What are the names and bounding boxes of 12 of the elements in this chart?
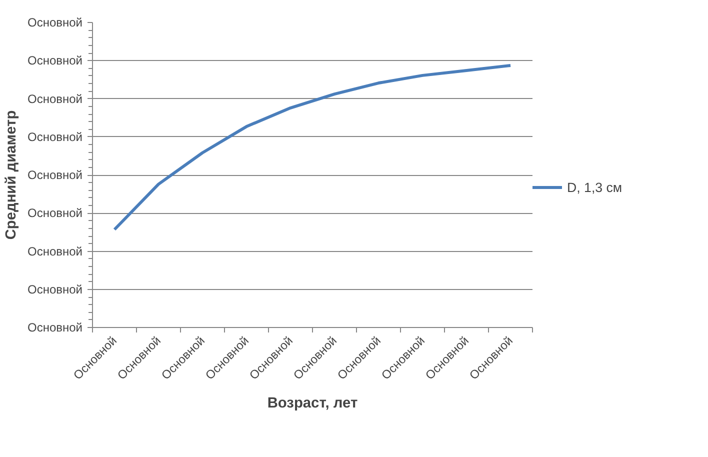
y-axis-title: Средний диаметр bbox=[3, 110, 20, 240]
x-axis-title: Возраст, лет bbox=[267, 395, 358, 412]
text: Основной bbox=[27, 92, 82, 106]
text: Основной bbox=[27, 54, 82, 68]
text: Основной bbox=[27, 16, 82, 30]
text: Основной bbox=[27, 282, 82, 296]
text: Основной bbox=[27, 130, 82, 144]
text: Основной bbox=[27, 206, 82, 220]
text: Основной bbox=[27, 244, 82, 258]
legend-label: D, 1,3 см bbox=[567, 180, 622, 194]
text: Основной bbox=[27, 168, 82, 182]
text: Основной bbox=[27, 320, 82, 334]
